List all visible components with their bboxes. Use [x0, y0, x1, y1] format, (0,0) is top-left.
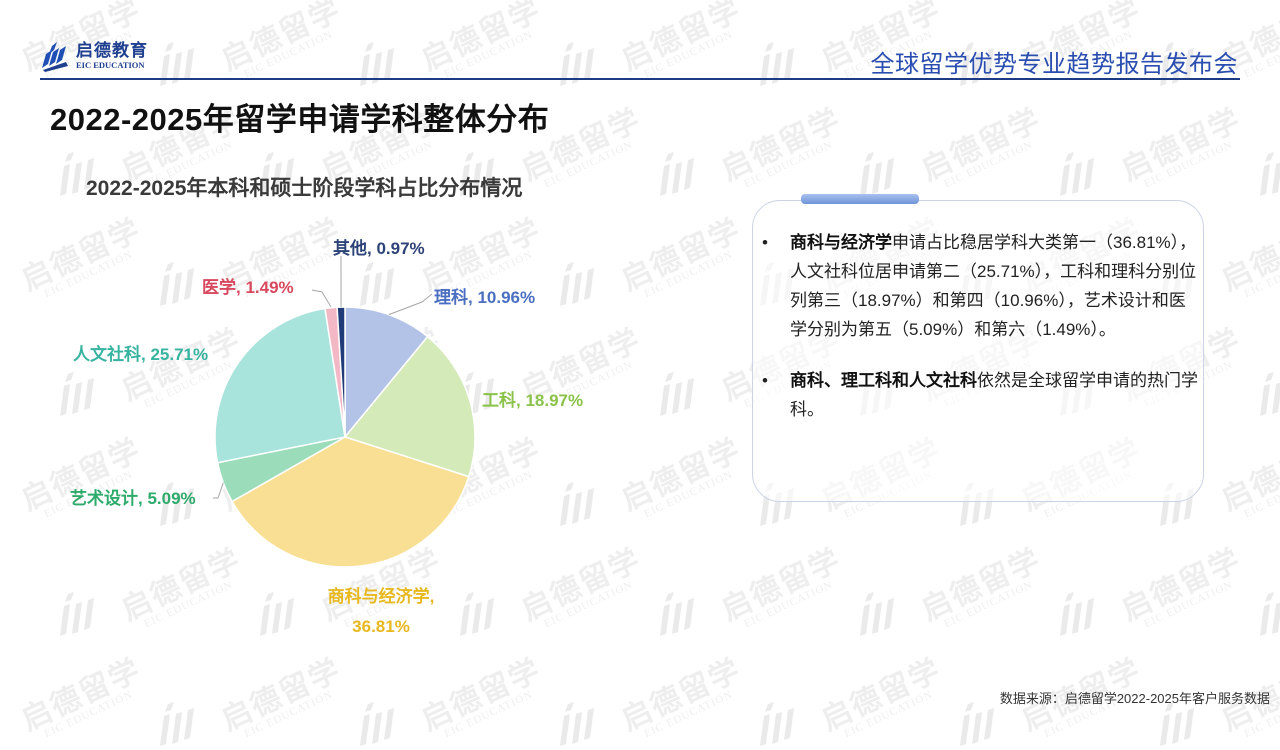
- data-source-note: 数据来源：启德留学2022-2025年客户服务数据: [1000, 688, 1270, 707]
- label-other: 其他, 0.97%: [333, 234, 425, 259]
- label-science: 理科, 10.96%: [434, 283, 535, 308]
- card-accent-bar: [801, 194, 919, 204]
- label-business: 商科与经济学, 36.81%: [322, 582, 440, 642]
- bullet-icon: •: [762, 228, 768, 257]
- label-humanities: 人文社科, 25.71%: [73, 340, 208, 365]
- bullet-item: • 商科与经济学申请占比稳居学科大类第一（36.81%），人文社科位居申请第二（…: [758, 228, 1198, 344]
- bullet-item: • 商科、理工科和人文社科依然是全球留学申请的热门学科。: [758, 366, 1198, 424]
- leader-line: [312, 290, 331, 307]
- bullet-emphasis: 商科与经济学: [790, 233, 892, 252]
- bullet-icon: •: [762, 366, 768, 395]
- pie-slice: [215, 309, 345, 463]
- bullet-emphasis: 商科、理工科和人文社科: [790, 371, 977, 390]
- leader-line: [389, 294, 432, 315]
- label-engineering: 工科, 18.97%: [482, 386, 583, 411]
- label-art-design: 艺术设计, 5.09%: [70, 484, 196, 509]
- leader-line: [213, 483, 223, 498]
- summary-bullets: • 商科与经济学申请占比稳居学科大类第一（36.81%），人文社科位居申请第二（…: [758, 228, 1198, 446]
- label-medicine: 医学, 1.49%: [202, 273, 294, 298]
